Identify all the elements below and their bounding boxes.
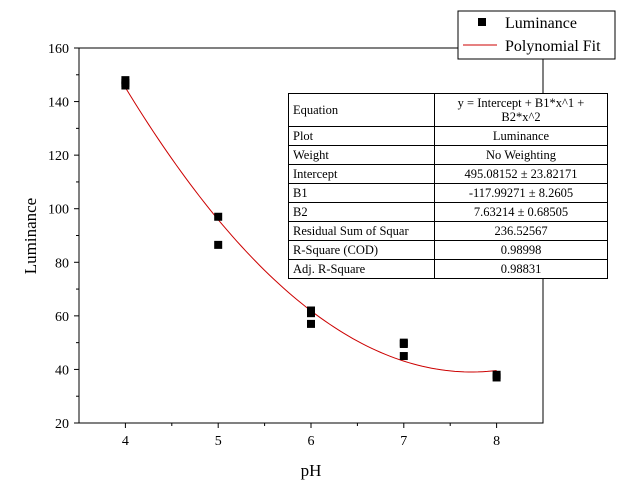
fit-table-value: No Weighting bbox=[434, 145, 608, 165]
y-tick-label: 80 bbox=[55, 256, 69, 271]
legend: Luminance Polynomial Fit bbox=[457, 10, 616, 60]
data-point bbox=[307, 309, 315, 318]
fit-table-row: Plot Luminance bbox=[288, 126, 608, 146]
legend-marker-luminance bbox=[478, 18, 486, 26]
legend-label-fit: Polynomial Fit bbox=[505, 38, 601, 55]
x-tick-label: 7 bbox=[400, 434, 407, 449]
fit-parameters-table: Equation y = Intercept + B1*x^1 + B2*x^2 P… bbox=[288, 93, 608, 279]
fit-table-value: 0.98998 bbox=[434, 240, 608, 260]
fit-table-row: Adj. R-Square 0.98831 bbox=[288, 259, 608, 279]
x-tick-label: 5 bbox=[215, 434, 222, 449]
fit-table-row: Residual Sum of Squar 236.52567 bbox=[288, 221, 608, 241]
fit-table-row: B2 7.63214 ± 0.68505 bbox=[288, 202, 608, 222]
fit-table-row: B1 -117.99271 ± 8.2605 bbox=[288, 183, 608, 203]
fit-table-value: -117.99271 ± 8.2605 bbox=[434, 183, 608, 203]
fit-table-key: Plot bbox=[288, 126, 435, 146]
y-tick-label: 60 bbox=[55, 310, 69, 325]
fit-table-value: 0.98831 bbox=[434, 259, 608, 279]
fit-table-key: R-Square (COD) bbox=[288, 240, 435, 260]
x-tick-label: 8 bbox=[493, 434, 500, 449]
fit-table-value: 495.08152 ± 23.82171 bbox=[434, 164, 608, 184]
x-tick-label: 4 bbox=[122, 434, 129, 449]
fit-table-key: Residual Sum of Squar bbox=[288, 221, 435, 241]
fit-table-value: y = Intercept + B1*x^1 + B2*x^2 bbox=[434, 93, 608, 127]
fit-table-key: Adj. R-Square bbox=[288, 259, 435, 279]
data-point bbox=[492, 373, 501, 382]
y-tick-label: 140 bbox=[48, 96, 69, 111]
fit-table-key: Weight bbox=[288, 145, 435, 165]
x-axis-title: pH bbox=[301, 461, 322, 480]
data-point bbox=[214, 212, 223, 221]
y-axis-title: Luminance bbox=[21, 198, 40, 274]
fit-table-value: 7.63214 ± 0.68505 bbox=[434, 202, 608, 222]
data-point bbox=[399, 339, 408, 348]
fit-table-value: Luminance bbox=[434, 126, 608, 146]
fit-table-row: Weight No Weighting bbox=[288, 145, 608, 165]
fit-table-key: B2 bbox=[288, 202, 435, 222]
fit-table-row: R-Square (COD) 0.98998 bbox=[288, 240, 608, 260]
y-tick-label: 40 bbox=[55, 363, 69, 378]
data-point bbox=[399, 352, 408, 361]
y-tick-label: 20 bbox=[55, 417, 69, 432]
fit-table-key: Intercept bbox=[288, 164, 435, 184]
x-axis: 4 5 6 7 8 bbox=[122, 423, 500, 449]
y-tick-label: 160 bbox=[48, 42, 69, 57]
data-point bbox=[307, 319, 315, 328]
y-axis: 20 40 60 80 100 120 140 160 bbox=[48, 42, 79, 432]
fit-table-row: Intercept 495.08152 ± 23.82171 bbox=[288, 164, 608, 184]
legend-label-luminance: Luminance bbox=[505, 15, 577, 32]
y-tick-label: 100 bbox=[48, 203, 69, 218]
fit-table-value: 236.52567 bbox=[434, 221, 608, 241]
x-tick-label: 6 bbox=[308, 434, 315, 449]
fit-table-row: Equation y = Intercept + B1*x^1 + B2*x^2 bbox=[288, 93, 608, 127]
fit-table-key: Equation bbox=[288, 93, 435, 127]
data-points bbox=[121, 76, 501, 382]
y-tick-label: 120 bbox=[48, 149, 69, 164]
data-point bbox=[121, 81, 130, 90]
fit-table-key: B1 bbox=[288, 183, 435, 203]
data-point bbox=[214, 240, 223, 249]
